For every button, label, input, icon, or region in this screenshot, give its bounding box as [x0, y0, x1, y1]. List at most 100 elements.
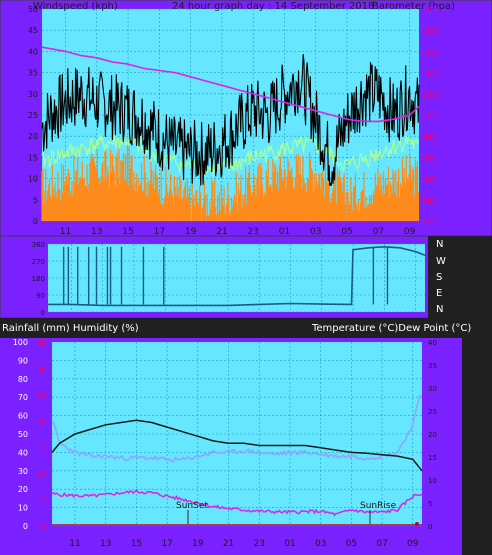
wind-ytick-left: 30 — [28, 90, 38, 99]
wind-ytick-right: 975 — [423, 218, 436, 226]
wind-ytick-right: 995 — [423, 133, 436, 141]
temperature-right-strip — [462, 338, 492, 555]
wind-ytick-right: 1005 — [423, 91, 441, 99]
humidity-ytick: 90 — [18, 356, 28, 365]
wind-series — [41, 46, 420, 221]
temperature-ytick: 15 — [428, 454, 437, 462]
rain-ytick: 5 — [42, 497, 46, 505]
temperature-xtick: 11 — [69, 539, 80, 549]
temperature-ytick: 0 — [428, 523, 432, 531]
rain-ytick: 35 — [37, 339, 46, 347]
wind-ytick-left: 45 — [28, 26, 38, 35]
rain-ytick: 30 — [37, 365, 46, 373]
rain-ytick: 0 — [42, 523, 46, 531]
humidity-line — [51, 394, 422, 463]
wind-chart-title: 24 hour graph day : 14 September 2018 — [172, 1, 374, 12]
direction-ytick: 180 — [32, 275, 45, 283]
temperature-xtick: 23 — [254, 539, 265, 549]
direction-side-panel — [428, 236, 492, 318]
wind-average-line — [41, 134, 420, 179]
humidity-ytick: 80 — [18, 375, 28, 384]
rain-ytick: 10 — [37, 470, 46, 478]
temperature-series — [51, 394, 423, 526]
compass-label: N — [436, 239, 443, 250]
temperature-ytick: 5 — [428, 500, 432, 508]
humidity-ytick: 40 — [18, 448, 28, 457]
humidity-ytick: 10 — [18, 504, 28, 513]
temperature-xtick: 09 — [407, 539, 419, 549]
wind-ytick-left: 15 — [28, 153, 38, 162]
wind-ytick-right: 990 — [423, 154, 436, 162]
rain-humidity-axis-title: Rainfall (mm) Humidity (%) — [2, 323, 139, 334]
humidity-ytick: 70 — [18, 393, 28, 402]
wind-xtick: 23 — [247, 227, 258, 237]
humidity-ytick: 30 — [18, 467, 28, 476]
compass-label: S — [436, 272, 442, 283]
temperature-xtick: 01 — [284, 539, 295, 549]
wind-speed-line — [41, 54, 420, 186]
temperature-axis-title: Temperature (°C)Dew Point (°C) — [311, 323, 471, 334]
temperature-tick-labels: 0102030405060708090100051015202530350510… — [13, 338, 437, 549]
temperature-ytick: 25 — [428, 408, 437, 416]
wind-ytick-left: 50 — [28, 5, 38, 14]
temperature-ytick: 20 — [428, 431, 437, 439]
temperature-ytick: 30 — [428, 385, 437, 393]
temperature-xtick: 19 — [192, 539, 204, 549]
temperature-xtick: 21 — [223, 539, 234, 549]
temperature-ytick: 10 — [428, 477, 437, 485]
wind-xtick: 09 — [404, 227, 416, 237]
temperature-xtick: 07 — [376, 539, 387, 549]
humidity-ytick: 100 — [13, 338, 28, 347]
humidity-ytick: 20 — [18, 485, 28, 494]
temperature-ytick: 40 — [428, 339, 437, 347]
wind-xtick: 13 — [91, 227, 102, 237]
wind-xtick: 15 — [122, 227, 133, 237]
dewpoint-line — [51, 489, 423, 517]
wind-ytick-right: 1000 — [423, 112, 441, 120]
temperature-xtick: 17 — [161, 539, 172, 549]
wind-speed-axis-title: Windspeed (kph) — [33, 1, 118, 12]
compass-label: N — [436, 304, 443, 315]
wind-ytick-left: 10 — [28, 175, 38, 184]
rain-ytick: 15 — [37, 444, 46, 452]
wind-ytick-left: 25 — [28, 111, 38, 120]
wind-ytick-right: 1015 — [423, 48, 441, 56]
direction-grid — [48, 243, 425, 313]
barometer-axis-title: Barometer (hpa) — [372, 1, 455, 12]
rain-ytick: 20 — [37, 418, 46, 426]
wind-xtick: 17 — [154, 227, 165, 237]
wind-tick-labels: 0510152025303540455097598098599099510001… — [28, 5, 441, 237]
direction-tick-labels: 0 90 180 270 360 — [32, 241, 45, 317]
direction-ytick: 360 — [32, 241, 45, 249]
wind-xtick: 19 — [185, 227, 197, 237]
sunrise-label: SunRise — [360, 501, 397, 511]
wind-ytick-right: 1025 — [423, 6, 441, 14]
wind-xtick: 21 — [216, 227, 227, 237]
direction-ytick: 270 — [32, 258, 45, 266]
wind-xtick: 07 — [373, 227, 384, 237]
temperature-header — [0, 318, 492, 338]
wind-direction-line — [48, 245, 426, 307]
wind-xtick: 05 — [341, 227, 352, 237]
temperature-xtick: 05 — [346, 539, 357, 549]
sunset-label: SunSet — [176, 501, 208, 511]
direction-ytick: 90 — [36, 292, 45, 300]
barometer-line — [41, 46, 420, 123]
wind-xtick: 11 — [60, 227, 71, 237]
direction-series — [48, 245, 426, 307]
wind-ytick-right: 1010 — [423, 70, 441, 78]
temperature-ytick: 35 — [428, 362, 437, 370]
wind-ytick-left: 20 — [28, 132, 38, 141]
humidity-ytick: 0 — [23, 522, 28, 531]
wind-ytick-left: 40 — [28, 47, 38, 56]
temperature-xtick: 03 — [315, 539, 326, 549]
wind-ytick-right: 980 — [423, 197, 436, 205]
rain-ytick: 25 — [37, 392, 46, 400]
wind-ytick-left: 35 — [28, 69, 38, 78]
temperature-grid — [52, 341, 422, 527]
temperature-xtick: 15 — [131, 539, 142, 549]
humidity-ytick: 60 — [18, 412, 28, 421]
